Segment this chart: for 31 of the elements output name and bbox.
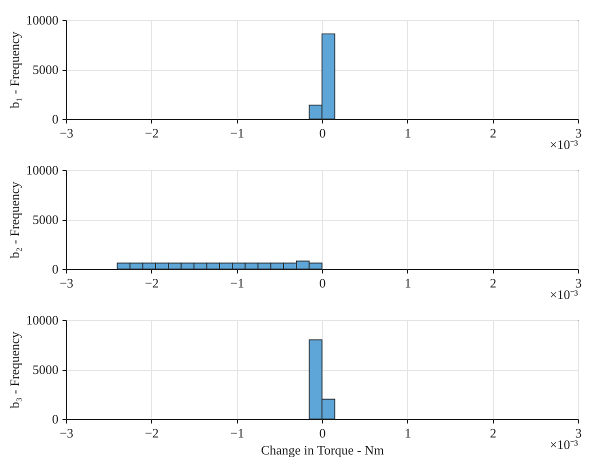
y-tick-label: 10000 bbox=[26, 162, 58, 178]
x-tick-label: 1 bbox=[404, 426, 412, 440]
x-tick-label: −1 bbox=[230, 426, 244, 440]
x-tick-label: 2 bbox=[490, 426, 496, 440]
y-tick-label: 5000 bbox=[32, 212, 58, 227]
y-tick-label: 5000 bbox=[32, 62, 58, 77]
x-tick-label: −3 bbox=[60, 276, 74, 290]
x-tick-label: 0 bbox=[319, 276, 326, 290]
y-tick-label: 0 bbox=[52, 112, 58, 126]
y-tick-label: 0 bbox=[52, 412, 58, 426]
x-tick-label: −1 bbox=[230, 276, 244, 290]
y-axis-title: b₂ - Frequency bbox=[7, 181, 22, 258]
y-tick-label: 0 bbox=[52, 262, 58, 276]
x-axis-title: Change in Torque - Nm bbox=[260, 442, 384, 458]
x-tick-label: −1 bbox=[230, 126, 244, 140]
x-tick-label: 0 bbox=[319, 126, 326, 140]
x-tick-label: −2 bbox=[144, 126, 159, 140]
y-tick-label: 10000 bbox=[26, 12, 58, 28]
x-tick-label: −3 bbox=[60, 426, 74, 440]
y-tick-label: 5000 bbox=[32, 362, 58, 377]
x-tick-label: −2 bbox=[144, 426, 159, 440]
x-tick-label: 0 bbox=[319, 426, 326, 440]
x-tick-label: 1 bbox=[404, 126, 412, 140]
y-axis-title: b₃ - Frequency bbox=[7, 331, 22, 408]
x-tick-label: −3 bbox=[60, 126, 74, 140]
x-tick-label: 1 bbox=[404, 276, 412, 290]
x-tick-label: 2 bbox=[490, 276, 496, 290]
y-axis-title: b₁ - Frequency bbox=[7, 31, 22, 108]
y-tick-label: 10000 bbox=[26, 312, 58, 328]
x-tick-label: 2 bbox=[490, 126, 496, 140]
x-tick-label: −2 bbox=[144, 276, 159, 290]
